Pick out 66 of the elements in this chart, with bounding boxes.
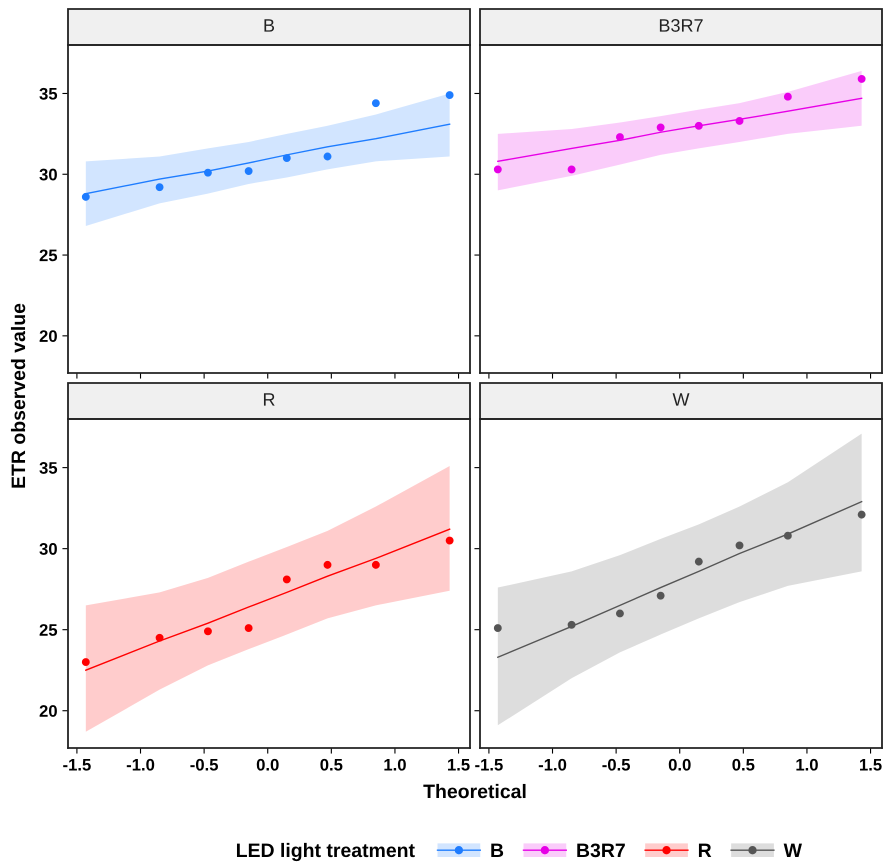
point (156, 183, 164, 192)
point (324, 560, 332, 569)
point (82, 192, 90, 201)
point (324, 152, 332, 160)
point (656, 592, 665, 600)
legend-label: B3R7 (577, 843, 625, 858)
point (736, 116, 744, 125)
chart-title: B (264, 19, 274, 32)
x-tick-label: -0.5 (190, 758, 218, 771)
legend-label: R (698, 844, 712, 858)
x-tick-label: -1.0 (126, 758, 154, 771)
point (616, 610, 624, 618)
point (694, 122, 703, 130)
y-tick-label: 25 (40, 249, 58, 262)
x-tick-label: 1.0 (384, 758, 406, 771)
point (204, 168, 212, 177)
point (656, 123, 665, 132)
x-tick-label: 0.0 (256, 758, 279, 771)
x-tick-label: -1.5 (475, 759, 503, 771)
y-tick-label: 35 (39, 462, 58, 474)
point (244, 167, 253, 175)
x-tick-label: -1.5 (63, 759, 91, 771)
point (784, 92, 792, 101)
x-axis-title: Theoretical (423, 784, 526, 798)
x-tick-label: -0.5 (602, 758, 630, 771)
point (282, 575, 291, 584)
point (784, 532, 792, 540)
y-tick-label: 35 (39, 88, 58, 100)
line-series (85, 528, 450, 671)
point (616, 133, 624, 142)
point (494, 165, 502, 174)
x-tick-label: -1.0 (538, 758, 566, 771)
legend-title: LED light treatment (236, 842, 415, 862)
chart-title: B3R7 (660, 19, 703, 32)
x-tick-label: 0.5 (732, 758, 754, 771)
x-tick-label: 0.5 (320, 758, 342, 771)
point (694, 558, 703, 566)
point (372, 560, 380, 569)
point (736, 541, 744, 550)
legend-label: B (491, 844, 504, 858)
y-axis-title: ETR observed value (10, 304, 26, 488)
y-tick-label: 20 (40, 330, 57, 342)
x-tick-label: 1.5 (448, 759, 470, 771)
point (568, 620, 576, 629)
point (244, 624, 253, 632)
point (282, 154, 291, 162)
legend-label: W (784, 844, 802, 858)
y-tick-label: 30 (39, 168, 57, 180)
point (446, 536, 454, 545)
point (446, 91, 454, 100)
point (372, 99, 380, 108)
point (858, 510, 866, 519)
chart-title: R (264, 393, 275, 406)
point (494, 624, 502, 632)
x-tick-label: 1.5 (860, 759, 882, 771)
point (156, 634, 164, 642)
x-tick-label: 1.0 (796, 758, 818, 771)
y-tick-label: 30 (39, 543, 57, 555)
point (82, 658, 90, 666)
y-tick-label: 20 (40, 705, 57, 717)
y-tick-label: 25 (40, 624, 58, 636)
point (858, 74, 866, 83)
point (204, 627, 212, 636)
x-tick-label: 0.0 (668, 758, 691, 771)
chart-title: W (672, 393, 690, 406)
point (568, 165, 576, 174)
